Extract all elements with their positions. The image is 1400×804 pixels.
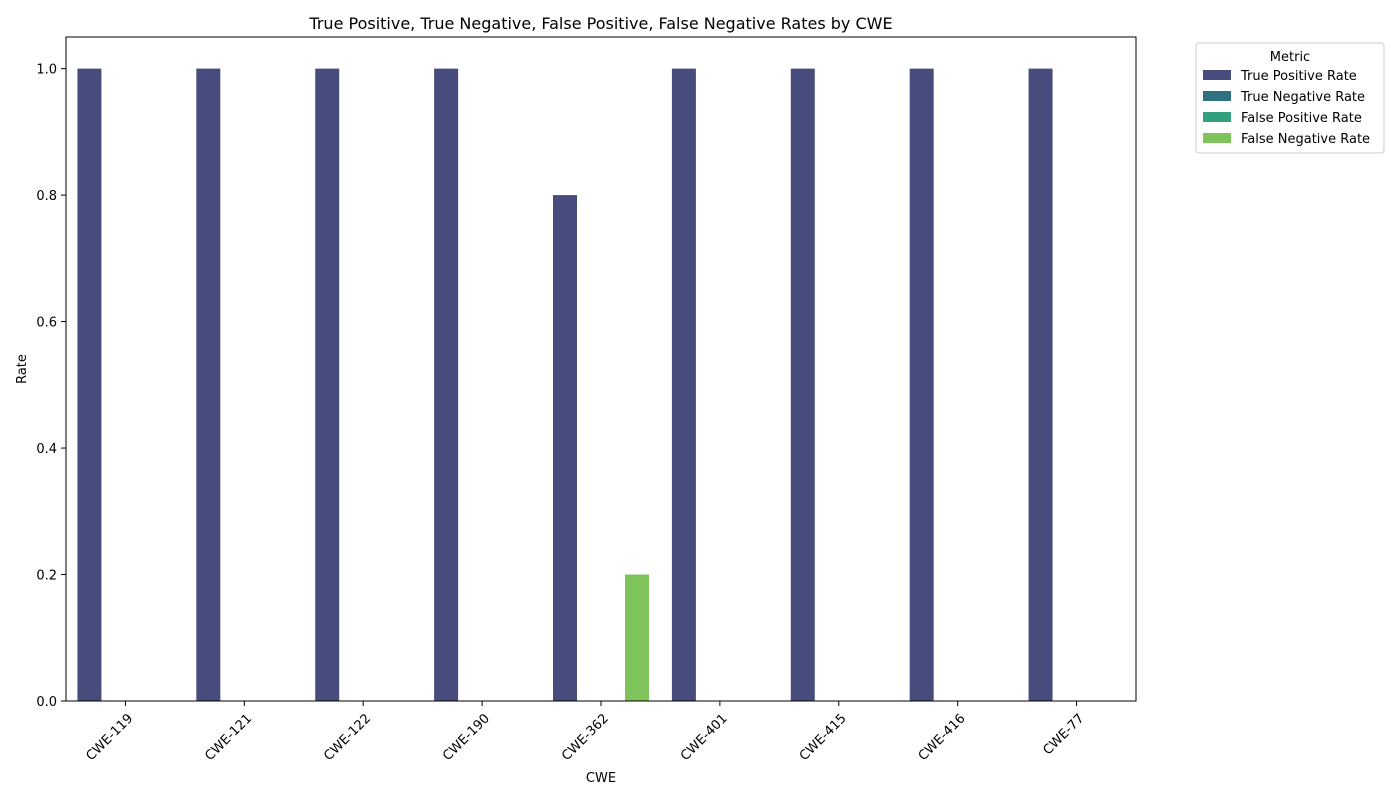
y-tick-label: 1.0 — [36, 63, 57, 78]
x-tick-label: CWE-119 — [83, 711, 136, 764]
x-tick-label: CWE-401 — [678, 711, 731, 764]
chart-title: True Positive, True Negative, False Posi… — [308, 14, 892, 33]
legend-swatch — [1203, 133, 1231, 143]
y-tick-label: 0.4 — [36, 442, 57, 457]
y-tick-label: 0.6 — [36, 316, 57, 331]
legend-swatch — [1203, 112, 1231, 122]
legend: Metric True Positive Rate True Negative R… — [1195, 42, 1385, 154]
plot-area: CWE-119 CWE-121 CWE-122 CWE-190 CWE-362 CWE-4… — [36, 63, 1087, 764]
x-tick-label: CWE-190 — [440, 711, 493, 764]
y-tick-label: 0.8 — [36, 189, 57, 204]
legend-frame — [1195, 42, 1385, 154]
y-axis-label: Rate — [15, 354, 30, 384]
bar — [671, 68, 696, 702]
y-tick-label: 0.2 — [36, 569, 57, 584]
x-tick-label: CWE-362 — [559, 711, 612, 764]
bar — [625, 574, 649, 701]
legend-entry-label: False Positive Rate — [1241, 111, 1362, 126]
plot-frame — [65, 36, 1137, 702]
legend-entry-label: True Negative Rate — [1240, 90, 1365, 105]
legend-entry-label: True Positive Rate — [1240, 69, 1357, 84]
legend-entry-label: False Negative Rate — [1241, 132, 1370, 147]
x-tick-label: CWE-121 — [202, 711, 255, 764]
x-axis-label: CWE — [586, 771, 616, 786]
bar — [790, 68, 815, 702]
x-tick-label: CWE-416 — [916, 711, 969, 764]
legend-swatch — [1203, 70, 1231, 80]
bar — [909, 68, 934, 702]
x-tick-label: CWE-122 — [321, 711, 374, 764]
bar — [553, 195, 577, 701]
bar — [77, 68, 102, 702]
bar — [196, 68, 221, 702]
x-tick-label: CWE-415 — [797, 711, 850, 764]
bar — [1028, 68, 1053, 702]
legend-title: Metric — [1270, 50, 1310, 65]
bar — [315, 68, 340, 702]
x-tick-label: CWE-77 — [1040, 711, 1087, 758]
legend-swatch — [1203, 91, 1231, 101]
y-tick-label: 0.0 — [36, 695, 57, 710]
bar — [434, 68, 459, 702]
